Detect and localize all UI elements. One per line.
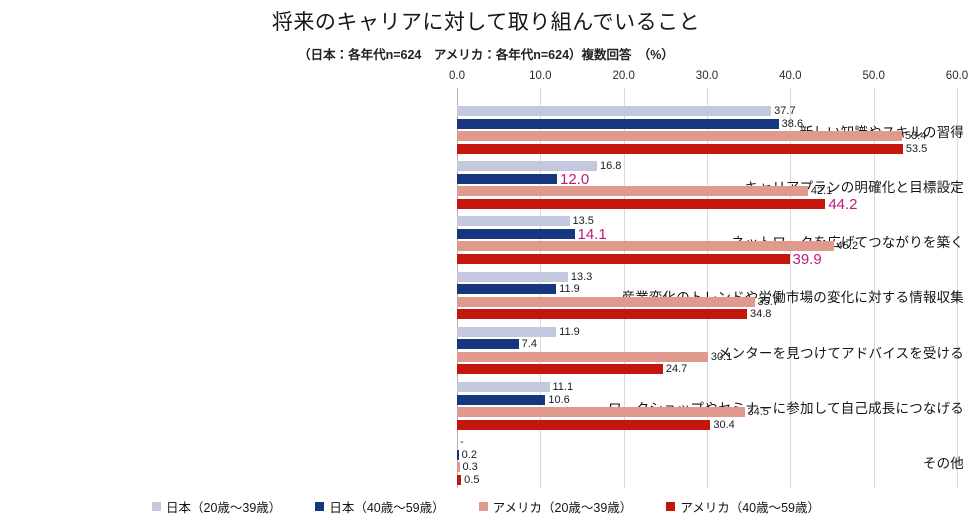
bar-value-3-3: 34.8 [750, 308, 772, 321]
bar-value-3-0: 13.3 [570, 270, 593, 283]
bar-5-2 [457, 407, 745, 417]
bar-5-1 [457, 394, 546, 405]
bar-4-2 [457, 351, 708, 362]
chart-legend: 日本（20歳～39歳） 日本（40歳～59歳） アメリカ（20歳～39歳） アメリカ（… [0, 497, 972, 516]
legend-item-3[interactable]: アメリカ（40歳～59歳） [666, 497, 820, 516]
bar-2-3 [457, 253, 790, 264]
gridline-60.0 [957, 88, 958, 488]
legend-swatch-icon-1 [315, 502, 325, 511]
bar-1-2 [457, 186, 808, 197]
legend-item-2[interactable]: アメリカ（20歳～39歳） [478, 497, 633, 516]
bar-value-5-2: 34.5 [747, 406, 769, 418]
bar-4-3 [457, 364, 663, 375]
bar-value-6-3: 0.5 [464, 473, 480, 486]
gridline-20.0 [623, 88, 625, 488]
bar-value-3-2: 35.7 [757, 295, 779, 308]
x-axis-tick-1: 10.0 [529, 70, 552, 82]
bar-1-1 [457, 173, 557, 184]
bar-value-4-3: 24.7 [665, 363, 688, 376]
bar-0-2 [457, 131, 902, 141]
bar-3-0 [457, 271, 568, 282]
bar-2-2 [457, 241, 834, 252]
bar-value-0-1: 38.6 [781, 117, 804, 130]
bar-3-1 [457, 284, 557, 295]
bar-1-3 [457, 198, 826, 209]
legend-label-2: アメリカ（20歳～39歳） [492, 501, 633, 515]
bar-6-1 [457, 449, 459, 460]
bar-2-1 [457, 228, 575, 239]
x-axis-tick-5: 50.0 [862, 70, 885, 82]
bar-value-2-3: 39.9 [792, 250, 822, 268]
bar-5-0 [457, 382, 550, 392]
bar-value-0-3: 53.5 [905, 142, 928, 155]
bar-value-0-0: 37.7 [774, 105, 796, 117]
bar-value-4-0: 11.9 [559, 325, 580, 338]
legend-item-1[interactable]: 日本（40歳～59歳） [315, 497, 445, 516]
bar-4-0 [457, 326, 557, 337]
x-axis-tick-4: 40.0 [779, 70, 802, 82]
bar-value-5-3: 30.4 [713, 418, 735, 431]
bar-value-2-1: 14.1 [577, 225, 607, 243]
bar-1-0 [457, 161, 597, 172]
x-axis-tick-2: 20.0 [612, 70, 635, 82]
bar-0-0 [457, 106, 772, 116]
bar-value-6-0: - [460, 436, 464, 449]
bar-0-3 [457, 143, 903, 154]
bar-value-1-1: 12.0 [560, 170, 590, 188]
bar-value-4-1: 7.4 [521, 338, 537, 351]
bar-value-2-0: 13.5 [572, 215, 594, 228]
bar-value-1-3: 44.2 [828, 195, 858, 213]
bar-value-6-2: 0.3 [462, 461, 478, 474]
legend-label-3: アメリカ（40歳～59歳） [680, 501, 820, 515]
bar-value-1-2: 42.1 [810, 185, 833, 198]
legend-label-1: 日本（40歳～59歳） [329, 501, 445, 515]
bar-0-1 [457, 118, 779, 129]
category-label-6: その他 [922, 455, 964, 471]
legend-item-0[interactable]: 日本（20歳～39歳） [152, 497, 281, 516]
bar-value-1-0: 16.8 [600, 160, 622, 173]
bar-5-3 [457, 419, 711, 430]
legend-swatch-icon-0 [152, 502, 161, 511]
gridline-50.0 [873, 88, 875, 488]
chart-subtitle: （日本：各年代n=624 アメリカ：各年代n=624）複数回答 （%） [298, 48, 674, 62]
gridline-30.0 [707, 88, 708, 488]
chart-title: 将来のキャリアに対して取り組んでいること [271, 11, 701, 34]
bar-value-5-1: 10.6 [548, 393, 570, 406]
bar-value-3-1: 11.9 [559, 283, 580, 296]
bar-3-3 [457, 309, 747, 320]
bar-3-2 [457, 296, 755, 307]
bar-value-0-2: 53.4 [905, 130, 927, 142]
bar-value-2-2: 45.2 [836, 240, 859, 253]
bar-value-4-2: 30.1 [710, 350, 733, 363]
x-axis-tick-labels: 0.0 10.0 20.0 30.0 40.0 50.0 60.0 [0, 70, 972, 86]
bar-6-3 [457, 474, 462, 485]
bar-value-5-0: 11.1 [552, 381, 574, 393]
legend-label-0: 日本（20歳～39歳） [166, 501, 282, 515]
x-axis-tick-0: 0.0 [449, 70, 465, 82]
bar-6-2 [457, 462, 460, 473]
legend-swatch-icon-2 [478, 502, 488, 511]
category-label-4: メンターを見つけてアドバイスを受ける [717, 345, 964, 361]
x-axis-tick-3: 30.0 [695, 70, 719, 82]
x-axis-tick-6: 60.0 [945, 70, 969, 82]
plot-area: 新しい知識やスキルの習得37.738.653.453.5キャリアプランの明確化と… [0, 88, 972, 488]
gridline-40.0 [790, 88, 792, 488]
bar-2-0 [457, 216, 570, 227]
bar-4-1 [457, 339, 519, 350]
bar-value-6-1: 0.2 [461, 448, 477, 461]
legend-swatch-icon-3 [666, 502, 676, 511]
